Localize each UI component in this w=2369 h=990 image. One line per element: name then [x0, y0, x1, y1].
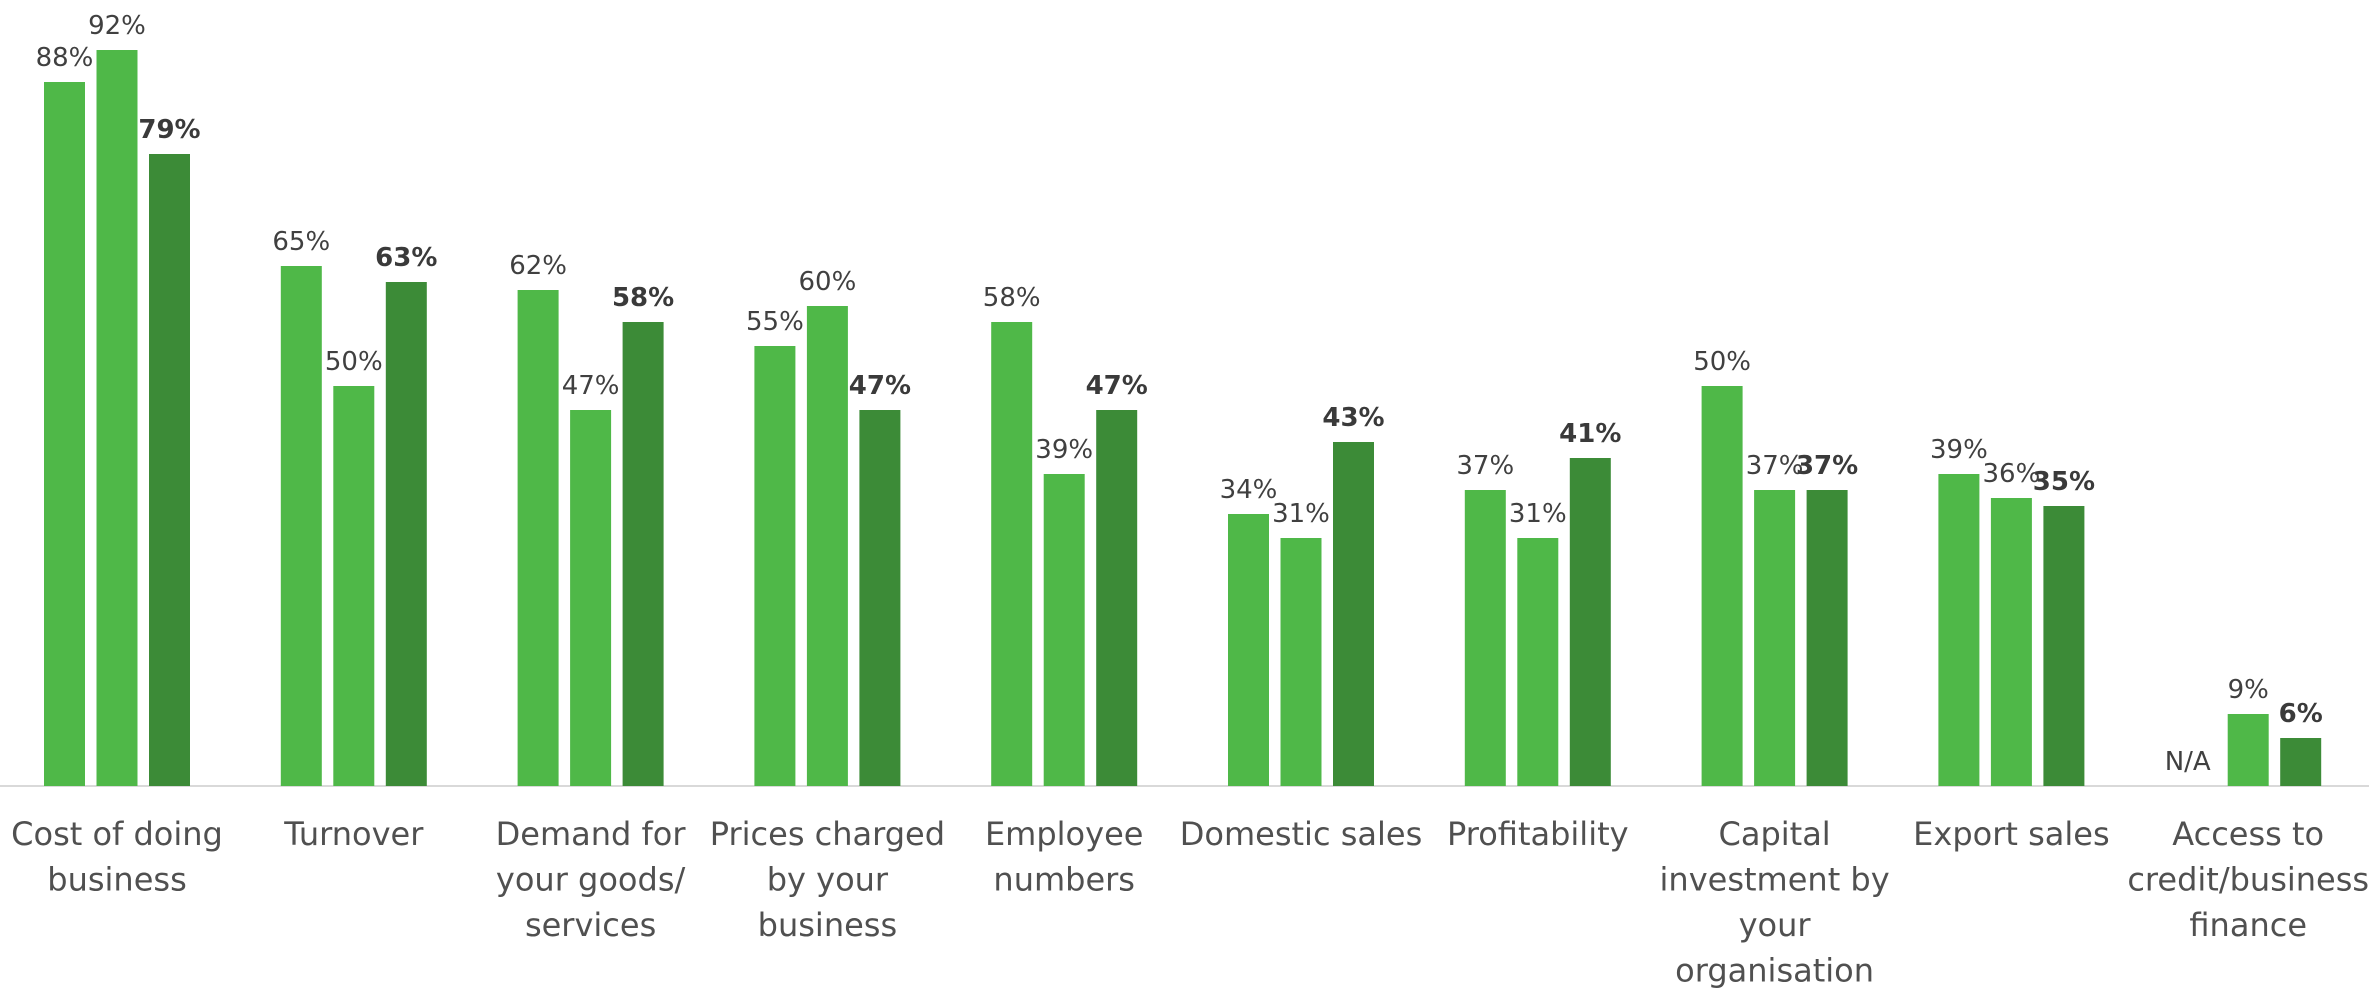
bar-series-2-cat-6 — [1280, 538, 1322, 786]
category-label-8: Capital investment by your organisation — [1660, 815, 1890, 990]
category-label-3: Demand for your goods/services — [496, 815, 687, 944]
data-label-series-2-cat-10: 9% — [2228, 675, 2269, 705]
data-label-series-1-cat-1: 88% — [36, 43, 94, 73]
data-label-series-3-cat-6: 43% — [1322, 403, 1384, 433]
bar-series-3-cat-10 — [2280, 738, 2322, 786]
category-label-line: business — [758, 906, 897, 944]
bar-series-2-cat-3 — [570, 410, 612, 786]
category-label-line: Cost of doing — [11, 815, 223, 853]
bar-series-1-cat-1 — [44, 82, 85, 786]
category-label-line: Turnover — [283, 815, 424, 853]
category-label-line: investment by — [1660, 861, 1890, 899]
category-label-line: by your — [767, 861, 889, 899]
category-label-line: Domestic sales — [1180, 815, 1422, 853]
bar-series-2-cat-8 — [1754, 490, 1796, 786]
bar-series-1-cat-7 — [1464, 490, 1506, 786]
data-label-series-1-cat-10: N/A — [2165, 747, 2211, 777]
bar-series-2-cat-2 — [333, 386, 375, 786]
data-label-series-1-cat-9: 39% — [1930, 435, 1988, 465]
data-label-series-3-cat-9: 35% — [2033, 467, 2095, 497]
bar-series-3-cat-4 — [859, 410, 901, 786]
bar-series-3-cat-9 — [2043, 506, 2085, 786]
data-label-series-2-cat-9: 36% — [1983, 459, 2041, 489]
bar-series-3-cat-7 — [1569, 458, 1611, 786]
data-label-series-3-cat-4: 47% — [849, 371, 911, 401]
bar-series-2-cat-10 — [2227, 714, 2269, 786]
category-label-line: finance — [2189, 906, 2307, 944]
category-label-line: Prices charged — [710, 815, 945, 853]
data-label-series-1-cat-6: 34% — [1220, 475, 1278, 505]
bar-series-3-cat-2 — [385, 282, 427, 786]
bar-series-3-cat-3 — [622, 322, 664, 786]
category-label-line: services — [525, 906, 656, 944]
category-label-line: your — [1739, 906, 1812, 944]
category-label-7: Profitability — [1447, 815, 1629, 853]
category-label-4: Prices charged by your business — [710, 815, 945, 944]
bar-series-3-cat-5 — [1096, 410, 1138, 786]
category-label-line: credit/business — [2127, 861, 2369, 899]
category-label-line: Employee — [985, 815, 1143, 853]
data-label-series-3-cat-1: 79% — [138, 115, 200, 145]
bar-series-2-cat-9 — [1990, 498, 2032, 786]
bar-series-1-cat-2 — [280, 266, 322, 786]
data-label-series-3-cat-5: 47% — [1086, 371, 1148, 401]
bar-series-1-cat-6 — [1228, 514, 1269, 786]
data-label-series-1-cat-4: 55% — [746, 307, 804, 337]
category-label-line: Export sales — [1913, 815, 2109, 853]
category-label-line: Access to — [2172, 815, 2324, 853]
data-label-series-2-cat-5: 39% — [1035, 435, 1093, 465]
data-label-series-2-cat-2: 50% — [325, 347, 383, 377]
category-label-2: Turnover — [283, 815, 424, 853]
data-label-series-1-cat-5: 58% — [983, 283, 1041, 313]
category-label-line: Profitability — [1447, 815, 1629, 853]
bar-series-3-cat-8 — [1806, 490, 1848, 786]
data-label-series-2-cat-1: 92% — [88, 11, 146, 41]
data-label-series-3-cat-8: 37% — [1796, 451, 1858, 481]
bar-series-2-cat-1 — [96, 50, 138, 786]
category-label-9: Export sales — [1913, 815, 2109, 853]
bar-series-2-cat-7 — [1517, 538, 1559, 786]
data-label-series-1-cat-7: 37% — [1456, 451, 1514, 481]
data-label-series-1-cat-8: 50% — [1693, 347, 1751, 377]
data-label-series-2-cat-6: 31% — [1272, 499, 1330, 529]
bar-series-1-cat-5 — [991, 322, 1033, 786]
bar-series-1-cat-3 — [517, 290, 559, 786]
category-label-line: business — [47, 861, 186, 899]
data-label-series-2-cat-4: 60% — [799, 267, 857, 297]
bar-series-2-cat-5 — [1043, 474, 1085, 786]
category-label-line: numbers — [993, 861, 1135, 899]
category-label-1: Cost of doing business — [11, 815, 223, 899]
data-label-series-2-cat-7: 31% — [1509, 499, 1567, 529]
category-label-line: Demand for — [496, 815, 687, 853]
bar-series-3-cat-6 — [1333, 442, 1374, 786]
data-label-series-2-cat-3: 47% — [562, 371, 620, 401]
category-label-line: your goods/ — [496, 861, 686, 899]
category-label-5: Employee numbers — [985, 815, 1143, 899]
category-label-line: organisation — [1675, 952, 1874, 990]
category-label-10: Access to credit/business finance — [2127, 815, 2369, 944]
bar-series-2-cat-4 — [806, 306, 848, 786]
bar-series-1-cat-4 — [754, 346, 796, 786]
category-label-6: Domestic sales — [1180, 815, 1422, 853]
bar-series-1-cat-8 — [1701, 386, 1743, 786]
bar-series-1-cat-9 — [1938, 474, 1980, 786]
category-label-line: Capital — [1718, 815, 1830, 853]
data-label-series-3-cat-2: 63% — [375, 243, 437, 273]
data-label-series-1-cat-2: 65% — [272, 227, 330, 257]
bar-series-3-cat-1 — [149, 154, 190, 786]
data-label-series-1-cat-3: 62% — [509, 251, 567, 281]
data-label-series-3-cat-3: 58% — [612, 283, 674, 313]
data-label-series-3-cat-10: 6% — [2279, 699, 2323, 729]
data-label-series-3-cat-7: 41% — [1559, 419, 1621, 449]
data-label-series-2-cat-8: 37% — [1746, 451, 1804, 481]
